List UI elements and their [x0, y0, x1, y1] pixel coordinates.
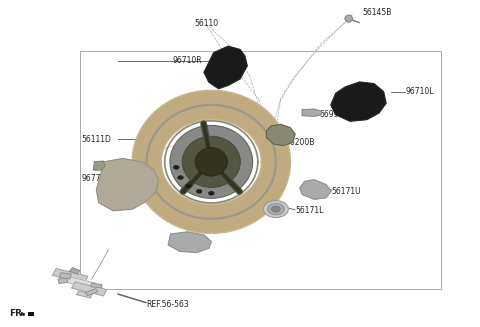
- Ellipse shape: [195, 147, 228, 176]
- Polygon shape: [302, 109, 322, 116]
- Text: 56171U: 56171U: [331, 187, 360, 196]
- Ellipse shape: [272, 206, 280, 212]
- Polygon shape: [58, 278, 68, 283]
- Ellipse shape: [178, 176, 183, 180]
- Text: 56110: 56110: [194, 19, 218, 28]
- Polygon shape: [60, 273, 71, 279]
- Ellipse shape: [208, 191, 214, 195]
- Polygon shape: [168, 232, 211, 252]
- Text: 56111D: 56111D: [81, 135, 111, 144]
- Polygon shape: [52, 268, 88, 283]
- Bar: [28, 312, 34, 316]
- Bar: [80, 51, 441, 289]
- Text: 96710R: 96710R: [173, 57, 203, 65]
- Ellipse shape: [182, 136, 240, 187]
- Text: 56991C: 56991C: [319, 110, 348, 119]
- Polygon shape: [70, 268, 80, 274]
- Ellipse shape: [345, 15, 352, 22]
- Polygon shape: [331, 82, 386, 121]
- Text: FR.: FR.: [9, 309, 26, 318]
- Text: REF.56-563: REF.56-563: [147, 300, 190, 309]
- Text: 96770L: 96770L: [180, 239, 209, 248]
- Polygon shape: [266, 125, 295, 146]
- Ellipse shape: [186, 184, 192, 188]
- Polygon shape: [85, 289, 98, 296]
- Polygon shape: [63, 276, 96, 289]
- Polygon shape: [91, 284, 102, 288]
- Polygon shape: [300, 180, 331, 199]
- Polygon shape: [204, 46, 247, 89]
- Text: 96710L: 96710L: [405, 87, 433, 96]
- Ellipse shape: [267, 203, 285, 215]
- Ellipse shape: [264, 201, 288, 217]
- Text: 96770R: 96770R: [81, 174, 111, 183]
- Text: 56145B: 56145B: [362, 8, 391, 17]
- Polygon shape: [96, 159, 158, 211]
- Text: 56200B: 56200B: [286, 138, 315, 147]
- Ellipse shape: [196, 189, 202, 193]
- Polygon shape: [94, 161, 105, 170]
- Polygon shape: [72, 282, 107, 296]
- Ellipse shape: [173, 165, 179, 169]
- Text: 56171L: 56171L: [295, 206, 324, 215]
- Polygon shape: [77, 291, 92, 298]
- Ellipse shape: [170, 125, 252, 198]
